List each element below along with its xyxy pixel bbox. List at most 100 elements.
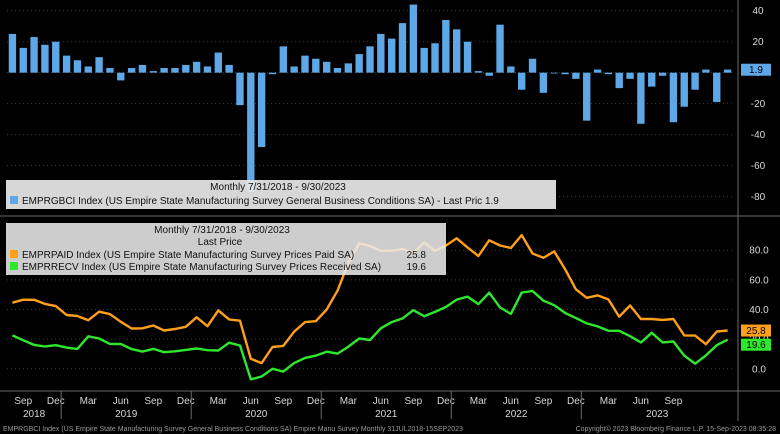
y-tick-label-top: 20 xyxy=(752,37,764,48)
legend-swatch-line xyxy=(10,250,18,258)
x-tick-month: Dec xyxy=(47,396,65,407)
last-value-tag-bars-box xyxy=(741,63,771,76)
x-tick-month: Jun xyxy=(373,396,389,407)
bar xyxy=(474,71,483,73)
footer-right: Copyright© 2023 Bloomberg Finance L.P. 1… xyxy=(576,425,776,433)
bar xyxy=(203,66,212,73)
bar xyxy=(8,33,17,73)
x-tick-year: 2019 xyxy=(115,409,138,420)
bar xyxy=(52,41,60,73)
last-value-tag-prices-received-box xyxy=(741,338,771,351)
bar xyxy=(344,63,353,73)
x-tick-month: Mar xyxy=(470,396,488,407)
y-tick-label-bottom: 60.0 xyxy=(749,275,769,286)
last-value-tag-bars: 1.9 xyxy=(749,65,763,76)
bar xyxy=(106,68,114,73)
bar xyxy=(485,72,493,76)
legend-swatch-line xyxy=(10,262,18,270)
bar xyxy=(279,46,287,73)
bar xyxy=(41,44,49,73)
bar xyxy=(431,43,439,73)
bar xyxy=(127,68,136,73)
bar xyxy=(420,47,428,73)
legend-top-box xyxy=(6,180,556,209)
x-tick-month: Mar xyxy=(340,396,358,407)
bar xyxy=(680,72,688,107)
bar xyxy=(73,60,82,73)
bar xyxy=(637,72,645,124)
x-tick-year: 2023 xyxy=(646,409,669,420)
bar xyxy=(290,66,298,73)
bar xyxy=(518,72,526,90)
y-tick-label-bottom: 40.0 xyxy=(749,305,769,316)
bar xyxy=(561,72,569,75)
x-tick-month: Sep xyxy=(404,396,422,407)
bar xyxy=(453,29,461,73)
bar xyxy=(225,64,233,73)
bar xyxy=(539,72,548,93)
last-value-tag-prices-received: 19.6 xyxy=(746,340,766,351)
x-tick-month: Dec xyxy=(307,396,325,407)
bar xyxy=(528,58,537,73)
bar xyxy=(160,68,168,73)
bar xyxy=(583,72,591,121)
bar xyxy=(301,55,309,73)
bar xyxy=(366,46,374,73)
last-value-tag-prices-paid-box xyxy=(741,324,771,337)
bar xyxy=(182,64,190,73)
bar xyxy=(442,20,450,73)
bar xyxy=(257,72,266,147)
bar xyxy=(626,72,634,79)
legend-label-line: EMPRRECV Index (US Empire State Manufact… xyxy=(22,262,381,273)
bar xyxy=(19,47,27,73)
legend-top-header: Monthly 7/31/2018 - 9/30/2023 xyxy=(210,182,346,193)
y-tick-label-top: -20 xyxy=(751,99,766,110)
footer-left: EMPRGBCI Index (US Empire State Manufact… xyxy=(3,426,463,433)
bar xyxy=(691,72,699,90)
bar xyxy=(409,4,418,73)
legend-label-line: EMPRPAID Index (US Empire State Manufact… xyxy=(22,250,354,261)
bar xyxy=(377,33,385,73)
bar xyxy=(117,72,125,81)
y-tick-label-top: 40 xyxy=(752,6,764,17)
legend-bottom-header: Monthly 7/31/2018 - 9/30/2023 xyxy=(154,225,290,236)
x-tick-month: Mar xyxy=(210,396,228,407)
bar xyxy=(713,72,721,103)
bar xyxy=(572,72,580,79)
last-value-tag-prices-paid: 25.8 xyxy=(746,326,766,337)
x-tick-month: Jun xyxy=(633,396,649,407)
x-tick-year: 2022 xyxy=(505,409,528,420)
legend-value-line: 19.6 xyxy=(407,262,427,273)
bar xyxy=(30,37,38,73)
bar xyxy=(236,72,244,106)
bar xyxy=(138,64,147,73)
x-tick-month: Jun xyxy=(503,396,519,407)
bar xyxy=(192,61,201,73)
bar xyxy=(723,69,732,73)
series-line xyxy=(11,289,729,381)
legend-bottom-box xyxy=(6,223,446,275)
y-tick-label-bottom: 0.0 xyxy=(752,364,766,375)
x-tick-month: Sep xyxy=(274,396,292,407)
bar xyxy=(268,72,277,75)
bar xyxy=(550,72,558,74)
bar xyxy=(669,72,678,123)
bar xyxy=(507,66,515,73)
x-tick-month: Jun xyxy=(243,396,259,407)
x-tick-month: Mar xyxy=(80,396,98,407)
bar xyxy=(214,52,222,73)
bar xyxy=(658,72,667,76)
x-tick-month: Jun xyxy=(113,396,129,407)
bar xyxy=(247,72,255,192)
x-tick-month: Sep xyxy=(534,396,552,407)
legend-swatch-bars xyxy=(10,196,18,204)
y-tick-label-top: -60 xyxy=(751,161,766,172)
bar xyxy=(171,68,179,73)
legend-bottom-subheader: Last Price xyxy=(198,237,243,248)
bar xyxy=(398,23,407,73)
x-tick-month: Dec xyxy=(177,396,195,407)
bar xyxy=(387,38,396,73)
bar xyxy=(84,66,92,73)
